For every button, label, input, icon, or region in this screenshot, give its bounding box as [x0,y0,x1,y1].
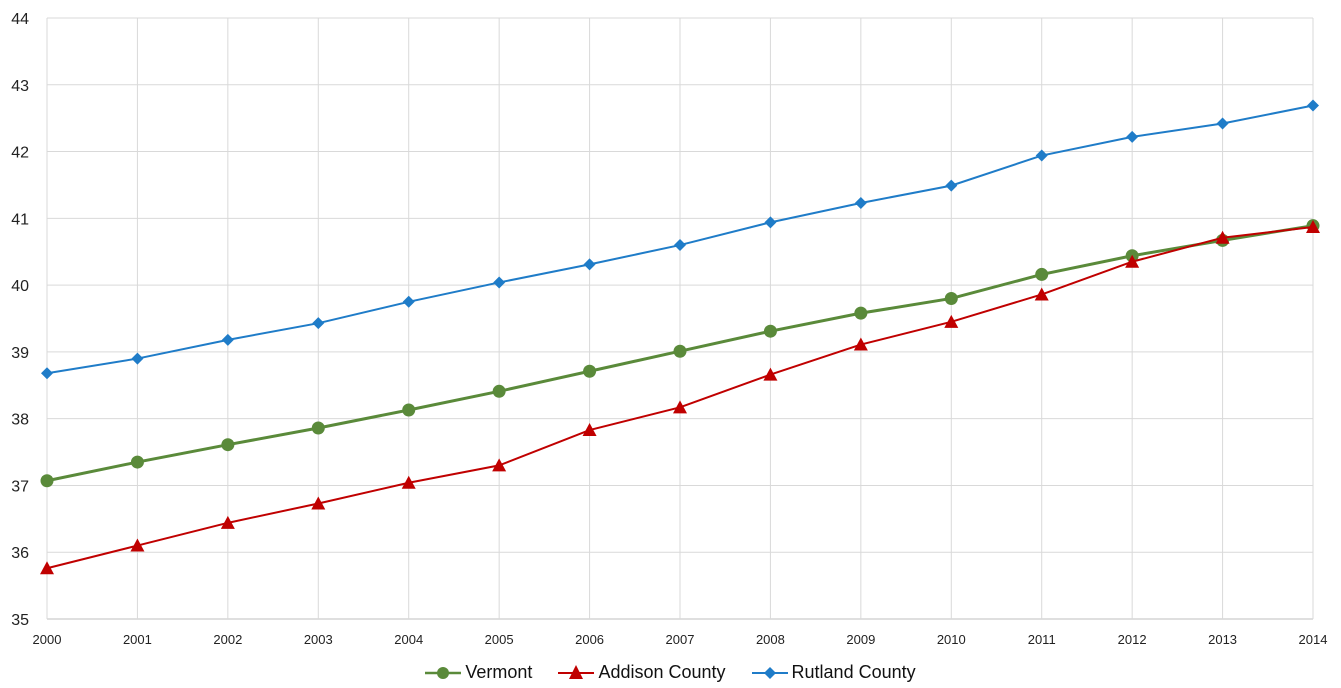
legend-item-addison-county: Addison County [558,662,726,683]
data-point [854,196,867,209]
data-point [673,400,687,414]
y-tick-label: 42 [11,145,29,162]
x-tick-label: 2002 [213,632,242,647]
y-tick-label: 37 [11,478,29,495]
data-point [944,291,958,305]
data-point [1035,149,1048,162]
x-tick-label: 2001 [123,632,152,647]
data-point [311,421,325,435]
y-tick-label: 44 [11,11,29,28]
data-point [1125,254,1140,268]
series-rutland-county [41,99,1319,380]
legend-item-vermont: Vermont [425,662,532,683]
data-point [582,423,597,437]
x-tick-label: 2004 [394,632,423,647]
data-point [1126,130,1139,143]
data-point [1306,220,1320,234]
data-point [763,324,777,338]
data-point [945,179,958,192]
data-point [583,364,597,378]
y-tick-label: 38 [11,412,29,429]
data-point [402,403,416,417]
x-tick-label: 2011 [1028,632,1056,647]
data-point [853,337,868,351]
data-point [41,367,53,380]
data-point [673,344,687,358]
data-point [312,317,325,330]
x-tick-label: 2008 [756,632,785,647]
data-point [130,538,145,552]
data-point [492,458,507,472]
data-point [763,367,778,381]
data-point [220,515,235,529]
x-axis-ticks: 2000 2001 2002 2003 2004 2005 2006 2007 2008 2009… [33,632,1328,647]
x-tick-label: 2003 [304,632,333,647]
data-point [1035,267,1049,281]
data-point [1216,117,1229,130]
series-addison-county [40,220,1320,575]
y-tick-label: 41 [11,211,29,228]
x-tick-label: 2014 [1299,632,1328,647]
x-tick-label: 2009 [846,632,875,647]
grid [46,17,1314,620]
y-tick-label: 43 [11,78,29,95]
data-point [764,216,777,229]
legend-label-rutland-county: Rutland County [791,662,916,682]
data-point [583,258,596,271]
x-tick-label: 2010 [937,632,966,647]
data-point [1034,287,1049,301]
x-tick-label: 2005 [485,632,514,647]
x-tick-label: 2012 [1118,632,1147,647]
data-point [311,496,326,510]
y-tick-label: 40 [11,278,29,295]
data-point [221,438,235,452]
data-point [221,333,234,346]
legend-triangle-marker-icon [558,664,595,679]
y-tick-label: 35 [11,612,29,629]
data-point [40,561,54,575]
legend-diamond-marker-icon [751,666,788,679]
x-tick-label: 2013 [1208,632,1237,647]
y-tick-label: 36 [11,545,29,562]
data-point [493,276,506,289]
y-tick-label: 39 [11,345,29,362]
data-point [1215,230,1230,244]
x-tick-label: 2000 [33,632,62,647]
data-point [130,455,144,469]
series-group [40,99,1320,575]
legend-item-rutland-county: Rutland County [751,662,916,683]
data-point [674,239,686,252]
data-point [402,295,415,308]
legend-circle-marker-icon [425,666,462,679]
data-point [131,352,144,365]
data-point [944,314,959,328]
legend-label-vermont: Vermont [465,662,533,682]
x-tick-label: 2007 [666,632,695,647]
data-point [492,384,506,398]
data-point [1307,99,1319,112]
legend: Vermont Addison County Rutland County [0,662,1341,683]
data-point [40,474,54,488]
y-axis-ticks: 35 36 37 38 39 40 41 42 43 44 [11,11,29,629]
legend-label-addison-county: Addison County [598,662,726,682]
x-tick-label: 2006 [575,632,604,647]
data-point [401,475,416,489]
data-point [854,306,868,320]
